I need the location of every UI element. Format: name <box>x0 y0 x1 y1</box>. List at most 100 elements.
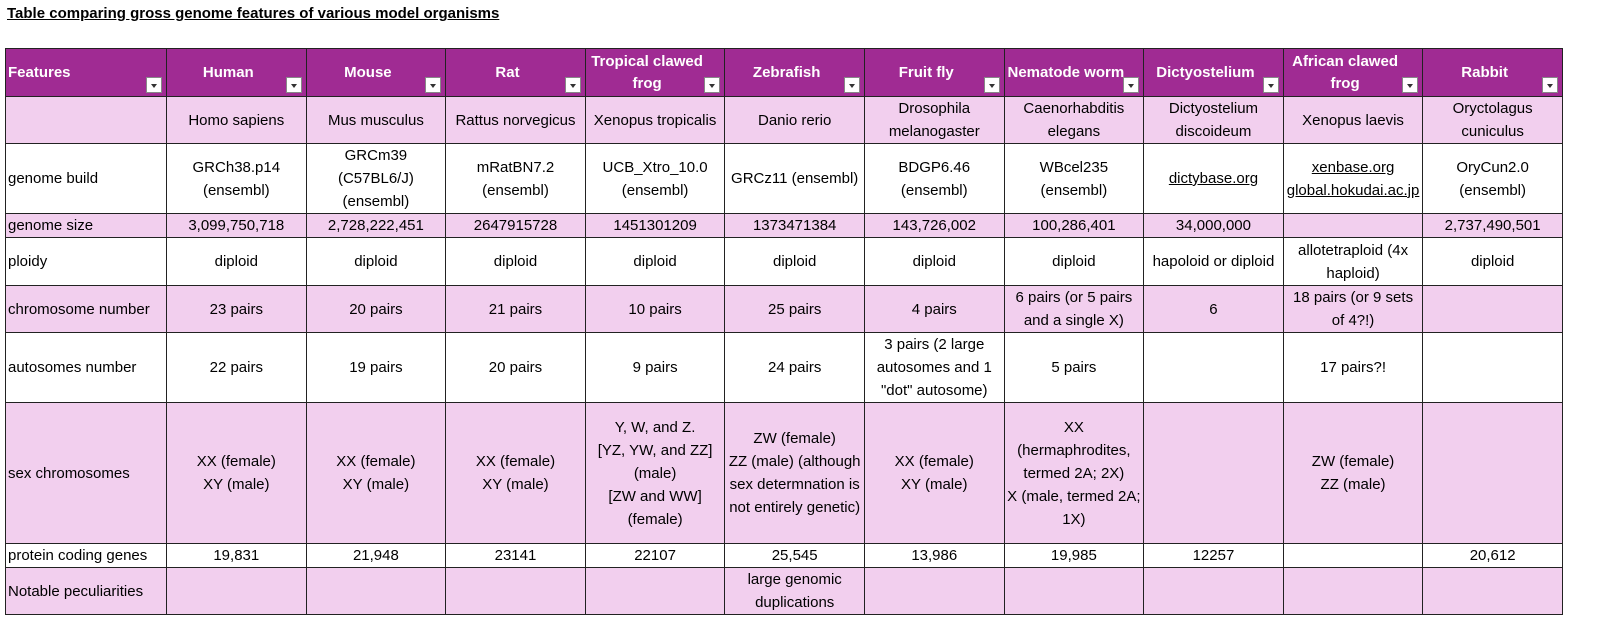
table-row: genome build GRCh38.p14 (ensembl) GRCm39 (… <box>5 143 1563 214</box>
column-header: Human <box>166 48 307 97</box>
cell: 17 pairs?! <box>1282 332 1424 403</box>
cell: diploid <box>584 237 726 286</box>
filter-button[interactable] <box>146 77 162 93</box>
cell: 19 pairs <box>305 332 447 403</box>
cell: 20 pairs <box>445 332 586 403</box>
cell: XX (female) XY (male) <box>445 402 586 544</box>
column-header: Mouse <box>305 48 447 97</box>
cell <box>1003 567 1145 615</box>
column-header: Rat <box>445 48 586 97</box>
cell: Xenopus laevis <box>1282 96 1424 144</box>
cell: 4 pairs <box>863 285 1005 333</box>
cell <box>1143 332 1284 403</box>
cell: 6 <box>1143 285 1284 333</box>
cell: 20,612 <box>1422 543 1563 568</box>
cell: 21 pairs <box>445 285 586 333</box>
cell: diploid <box>1422 237 1563 286</box>
cell: 23141 <box>445 543 586 568</box>
cell: 10 pairs <box>584 285 726 333</box>
cell: diploid <box>724 237 865 286</box>
cell: 19,831 <box>166 543 307 568</box>
row-label: genome size <box>5 213 167 238</box>
column-header: Rabbit <box>1422 48 1563 97</box>
cell: 22107 <box>584 543 726 568</box>
cell: 18 pairs (or 9 sets of 4?!) <box>1282 285 1424 333</box>
cell: 100,286,401 <box>1003 213 1145 238</box>
cell: GRCz11 (ensembl) <box>724 143 865 214</box>
cell: 34,000,000 <box>1143 213 1284 238</box>
cell <box>445 567 586 615</box>
column-header: Nematode worm <box>1003 48 1145 97</box>
row-label: autosomes number <box>5 332 167 403</box>
filter-button[interactable] <box>1262 77 1279 93</box>
filter-button[interactable] <box>1123 77 1140 93</box>
cell: Caenorhabditis elegans <box>1003 96 1145 144</box>
filter-button[interactable] <box>425 77 442 93</box>
cell: diploid <box>305 237 447 286</box>
cell: Mus musculus <box>305 96 447 144</box>
cell <box>863 567 1005 615</box>
cell: Oryctolagus cuniculus <box>1422 96 1563 144</box>
cell: Xenopus tropicalis <box>584 96 726 144</box>
cell: 24 pairs <box>724 332 865 403</box>
cell <box>1282 543 1424 568</box>
cell: 19,985 <box>1003 543 1145 568</box>
cell: diploid <box>1003 237 1145 286</box>
cell <box>1422 567 1563 615</box>
cell: Dictyostelium discoideum <box>1143 96 1284 144</box>
filter-button[interactable] <box>704 77 721 93</box>
sheet-title: Table comparing gross genome features of… <box>7 5 500 22</box>
cell: diploid <box>445 237 586 286</box>
cell: XX (hermaphrodites, termed 2A; 2X) X (ma… <box>1003 402 1145 544</box>
filter-button[interactable] <box>1541 77 1558 93</box>
cell: 9 pairs <box>584 332 726 403</box>
row-label: Notable peculiarities <box>5 567 167 615</box>
cell <box>1282 567 1424 615</box>
row-label: chromosome number <box>5 285 167 333</box>
cell: 3,099,750,718 <box>166 213 307 238</box>
table-row: Homo sapiens Mus musculus Rattus norvegicu… <box>5 96 1563 144</box>
cell: 2,737,490,501 <box>1422 213 1563 238</box>
table-row: genome size 3,099,750,718 2,728,222,451 264… <box>5 213 1563 238</box>
cell: GRCh38.p14 (ensembl) <box>166 143 307 214</box>
cell: 22 pairs <box>166 332 307 403</box>
cell: 2,728,222,451 <box>305 213 447 238</box>
cell: 143,726,002 <box>863 213 1005 238</box>
filter-button[interactable] <box>285 77 302 93</box>
data-table: Features Human Mouse Rat Tropical clawed fro… <box>5 48 1563 615</box>
column-header: Dictyostelium <box>1143 48 1284 97</box>
column-header: Features <box>5 48 167 97</box>
cell: Drosophila melanogaster <box>863 96 1005 144</box>
cell <box>166 567 307 615</box>
table-header: Features Human Mouse Rat Tropical clawed fro… <box>5 48 1563 97</box>
cell: 6 pairs (or 5 pairs and a single X) <box>1003 285 1145 333</box>
cell: Homo sapiens <box>166 96 307 144</box>
cell: 13,986 <box>863 543 1005 568</box>
cell: dictybase.org <box>1143 143 1284 214</box>
cell: ZW (female) ZZ (male) <box>1282 402 1424 544</box>
cell: WBcel235 (ensembl) <box>1003 143 1145 214</box>
column-header: Zebrafish <box>724 48 865 97</box>
cell: diploid <box>863 237 1005 286</box>
cell: allotetraploid (4x haploid) <box>1282 237 1424 286</box>
filter-button[interactable] <box>983 77 1000 93</box>
filter-button[interactable] <box>843 77 860 93</box>
table-row: chromosome number 23 pairs 20 pairs 21 pair… <box>5 285 1563 333</box>
filter-button[interactable] <box>564 77 581 93</box>
table-row: protein coding genes 19,831 21,948 23141 221… <box>5 543 1563 568</box>
cell: 2647915728 <box>445 213 586 238</box>
cell: 1373471384 <box>724 213 865 238</box>
cell <box>1422 332 1563 403</box>
cell: ZW (female) ZZ (male) (although sex dete… <box>724 402 865 544</box>
cell: hapoloid or diploid <box>1143 237 1284 286</box>
cell: Rattus norvegicus <box>445 96 586 144</box>
cell: Danio rerio <box>724 96 865 144</box>
column-header: Fruit fly <box>863 48 1005 97</box>
cell <box>584 567 726 615</box>
row-label <box>5 96 167 144</box>
cell <box>305 567 447 615</box>
table-row: sex chromosomes XX (female) XY (male) XX (… <box>5 402 1563 544</box>
filter-button[interactable] <box>1402 77 1419 93</box>
cell: BDGP6.46 (ensembl) <box>863 143 1005 214</box>
